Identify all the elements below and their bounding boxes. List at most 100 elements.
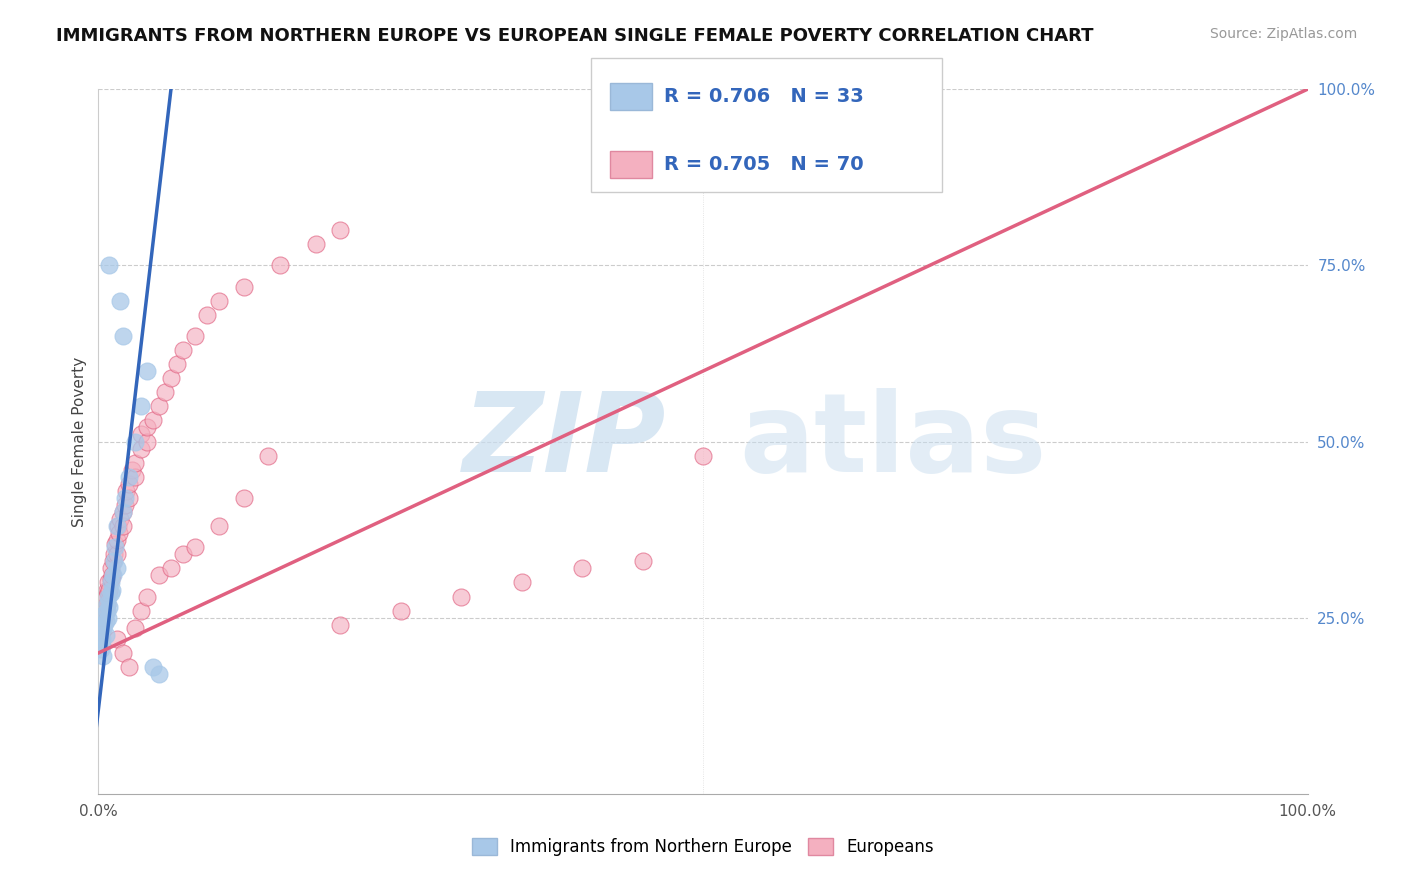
Point: [90, 642, 112, 657]
Point: [97, 590, 120, 604]
Point: [91, 604, 114, 618]
Point: [105, 533, 128, 548]
Point: [450, 590, 472, 604]
Point: [256, 449, 278, 463]
Point: [129, 604, 152, 618]
Point: [153, 385, 176, 400]
Point: [148, 568, 170, 582]
Point: [108, 512, 131, 526]
Point: [135, 434, 157, 449]
Point: [329, 617, 352, 632]
Point: [97, 586, 120, 600]
Point: [389, 604, 412, 618]
Point: [148, 399, 170, 413]
Point: [94, 614, 117, 628]
Point: [329, 223, 352, 237]
Point: [91, 617, 114, 632]
Text: Source: ZipAtlas.com: Source: ZipAtlas.com: [1209, 27, 1357, 41]
Point: [94, 590, 117, 604]
Point: [91, 632, 114, 646]
Point: [101, 554, 124, 568]
Point: [91, 624, 114, 639]
Point: [305, 237, 328, 252]
Point: [142, 413, 165, 427]
Point: [98, 600, 121, 615]
Point: [98, 582, 121, 597]
Point: [124, 621, 146, 635]
Text: atlas: atlas: [740, 388, 1046, 495]
Point: [100, 572, 122, 586]
Point: [96, 597, 118, 611]
Point: [91, 610, 114, 624]
Text: ZIP: ZIP: [463, 388, 666, 495]
Point: [269, 258, 291, 272]
Point: [93, 617, 115, 632]
Point: [97, 610, 120, 624]
Point: [93, 593, 115, 607]
Point: [111, 328, 134, 343]
Point: [105, 519, 128, 533]
Point: [129, 427, 152, 442]
Point: [184, 540, 207, 554]
Point: [135, 364, 157, 378]
Point: [135, 420, 157, 434]
Point: [129, 399, 152, 413]
Point: [114, 498, 136, 512]
Point: [100, 568, 122, 582]
Point: [195, 308, 218, 322]
Point: [91, 639, 114, 653]
Point: [91, 621, 114, 635]
Point: [111, 505, 134, 519]
Y-axis label: Single Female Poverty: Single Female Poverty: [72, 357, 87, 526]
Point: [105, 561, 128, 575]
Point: [93, 610, 115, 624]
Point: [124, 469, 146, 483]
Point: [94, 628, 117, 642]
Point: [631, 554, 654, 568]
Text: IMMIGRANTS FROM NORTHERN EUROPE VS EUROPEAN SINGLE FEMALE POVERTY CORRELATION CH: IMMIGRANTS FROM NORTHERN EUROPE VS EUROP…: [56, 27, 1094, 45]
Point: [135, 590, 157, 604]
Point: [93, 607, 115, 622]
Point: [172, 547, 194, 561]
Point: [232, 491, 254, 505]
Point: [96, 604, 118, 618]
Point: [118, 476, 141, 491]
Point: [103, 554, 125, 568]
Point: [160, 561, 183, 575]
Point: [148, 667, 170, 681]
Point: [100, 586, 122, 600]
Point: [97, 575, 120, 590]
Point: [104, 537, 127, 551]
Point: [90, 632, 112, 646]
Point: [100, 582, 122, 597]
Point: [103, 547, 125, 561]
Point: [104, 540, 127, 554]
Point: [115, 483, 138, 498]
Point: [111, 646, 134, 660]
Point: [101, 568, 124, 582]
Point: [111, 519, 134, 533]
Text: R = 0.706   N = 33: R = 0.706 N = 33: [664, 87, 863, 106]
Point: [184, 328, 207, 343]
Point: [208, 293, 231, 308]
Point: [118, 491, 141, 505]
Point: [100, 575, 122, 590]
Point: [232, 279, 254, 293]
Point: [166, 357, 188, 371]
Point: [98, 258, 121, 272]
Point: [94, 604, 117, 618]
Point: [118, 660, 141, 674]
Point: [91, 649, 114, 664]
Legend: Immigrants from Northern Europe, Europeans: Immigrants from Northern Europe, Europea…: [465, 831, 941, 863]
Point: [172, 343, 194, 357]
Point: [114, 491, 136, 505]
Text: R = 0.705   N = 70: R = 0.705 N = 70: [664, 154, 863, 174]
Point: [107, 519, 129, 533]
Point: [124, 434, 146, 449]
Point: [108, 293, 131, 308]
Point: [121, 463, 143, 477]
Point: [510, 575, 533, 590]
Point: [105, 547, 128, 561]
Point: [96, 597, 118, 611]
Point: [160, 371, 183, 385]
